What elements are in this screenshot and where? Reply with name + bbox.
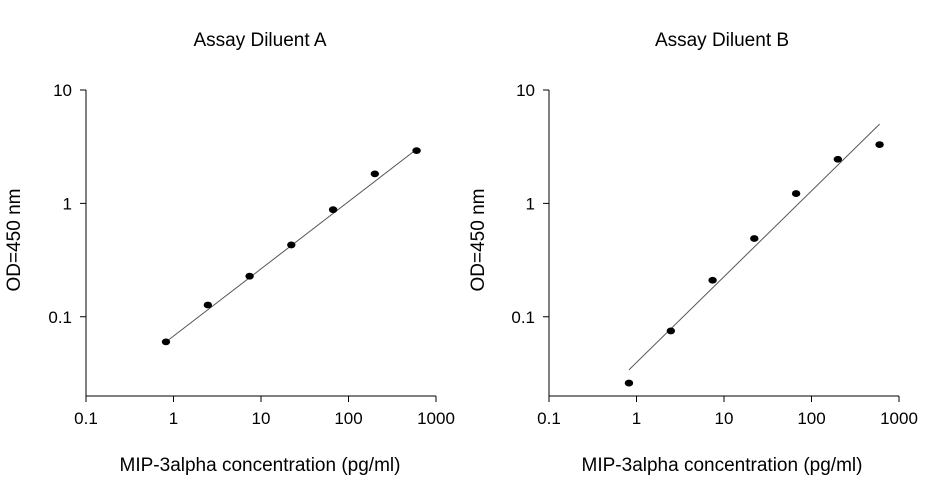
chart-a-data-point [412,147,421,155]
chart-a-xlabel: MIP-3alpha concentration (pg/ml) [120,455,401,476]
chart-b-data-point [666,327,676,335]
chart-b-fit-line [628,123,880,371]
chart-a-x-tick-label: 1000 [417,409,455,428]
chart-b-xlabel: MIP-3alpha concentration (pg/ml) [582,455,863,476]
chart-a-ylabel: OD=450 nm [4,189,25,292]
chart-b-ylabel: OD=450 nm [468,189,489,292]
chart-a-data-point [287,241,296,249]
chart-b-y-tick-label: 0.1 [511,308,535,327]
chart-b-x-tick-label: 1 [632,409,641,428]
chart-a-y-tick-label: 1 [63,194,72,213]
chart-a-y-tick-label: 0.1 [48,308,72,327]
chart-b-data-point [791,190,801,197]
chart-b-data-point [624,379,634,387]
chart-b-y-tick-label: 10 [516,81,535,100]
chart-a-x-tick-label: 10 [252,409,271,428]
chart-b-x-tick-label: 100 [797,409,825,428]
chart-a-plot-area: 0.1 1 10 100 1000 0.1 1 10 [48,81,455,428]
chart-b-data-point [833,155,843,163]
chart-a-data-point [161,338,171,346]
chart-a-data-point [245,272,254,280]
chart-a-x-tick-label: 0.1 [74,409,98,428]
chart-a-data-point [328,206,338,214]
chart-b: Assay Diluent B OD=450 nm MIP-3alpha con… [468,30,918,476]
chart-b-x-tick-label: 1000 [880,409,918,428]
chart-b-plot-area: 0.1 1 10 100 1000 0.1 1 10 [511,81,918,428]
chart-b-x-tick-label: 0.1 [537,409,561,428]
chart-a-x-tick-label: 1 [169,409,178,428]
chart-a-title: Assay Diluent A [193,30,326,51]
chart-a-y-tick-label: 10 [53,81,72,100]
chart-b-data-point [708,276,717,284]
chart-b-x-tick-label: 10 [715,409,734,428]
chart-b-data-point [750,235,759,242]
chart-a: Assay Diluent A OD=450 nm MIP-3alpha con… [4,30,455,476]
chart-b-y-tick-label: 1 [526,194,535,213]
chart-a-data-point [370,170,380,178]
chart-a-data-point [203,301,213,309]
chart-b-title: Assay Diluent B [655,30,789,51]
chart-a-x-tick-label: 100 [334,409,362,428]
chart-b-data-point [875,141,884,148]
